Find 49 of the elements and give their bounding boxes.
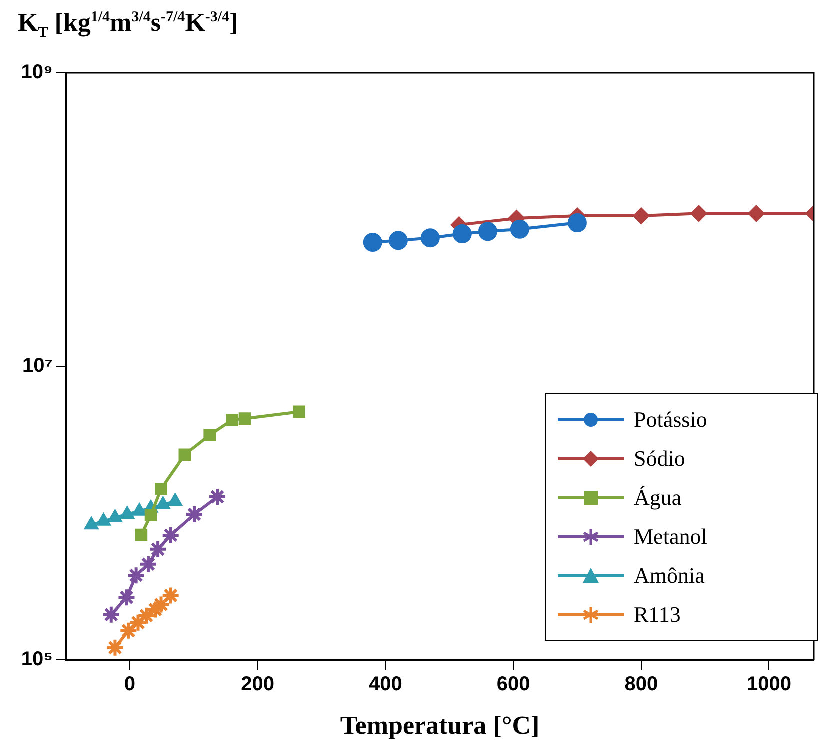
point	[144, 509, 158, 522]
legend-label: Metanol	[634, 524, 708, 550]
point	[155, 482, 168, 496]
legend-label: Água	[634, 484, 682, 510]
x-tick-label: 400	[368, 674, 402, 696]
y-tick-label: 10⁵	[21, 648, 53, 671]
point	[568, 214, 587, 233]
point	[293, 406, 306, 418]
point	[363, 232, 382, 252]
point	[102, 605, 121, 624]
x-axis-title: Temperatura [°C]	[340, 711, 540, 740]
point	[632, 208, 650, 225]
point	[388, 231, 408, 250]
point	[117, 588, 136, 608]
x-tick-label: 0	[124, 674, 136, 696]
point	[135, 528, 148, 542]
point	[161, 586, 180, 606]
text: K$_{T}$ [kg$^{1/4}$m$^{3/4}$s$^{-7/4}$K$^{-3/4}$]	[18, 8, 238, 42]
point	[185, 505, 204, 524]
x-tick-label: 1000	[747, 674, 792, 696]
point	[226, 414, 238, 426]
y-tick-label: 10⁹	[21, 62, 53, 84]
y-tick-label: 10⁷	[22, 355, 53, 378]
point	[204, 429, 216, 442]
point	[148, 540, 168, 559]
x-tick-label: 200	[241, 674, 274, 696]
legend-label: Amônia	[634, 562, 705, 588]
legend-label: Sódio	[634, 446, 686, 472]
point	[420, 228, 440, 248]
point	[106, 638, 125, 658]
point	[161, 526, 180, 545]
point	[119, 621, 138, 640]
point	[748, 205, 765, 222]
point	[478, 222, 498, 242]
point	[452, 224, 472, 244]
point	[146, 600, 166, 620]
point	[510, 220, 530, 239]
point	[208, 488, 228, 507]
point	[238, 412, 252, 425]
point	[178, 448, 192, 462]
point	[138, 554, 158, 574]
x-tick-label: 800	[624, 674, 658, 696]
point	[128, 613, 148, 632]
point	[152, 595, 171, 614]
x-tick-label: 600	[496, 674, 530, 696]
point	[690, 205, 708, 222]
legend-label: Potássio	[634, 406, 708, 432]
legend-label: R113	[634, 602, 681, 628]
point	[126, 566, 146, 586]
